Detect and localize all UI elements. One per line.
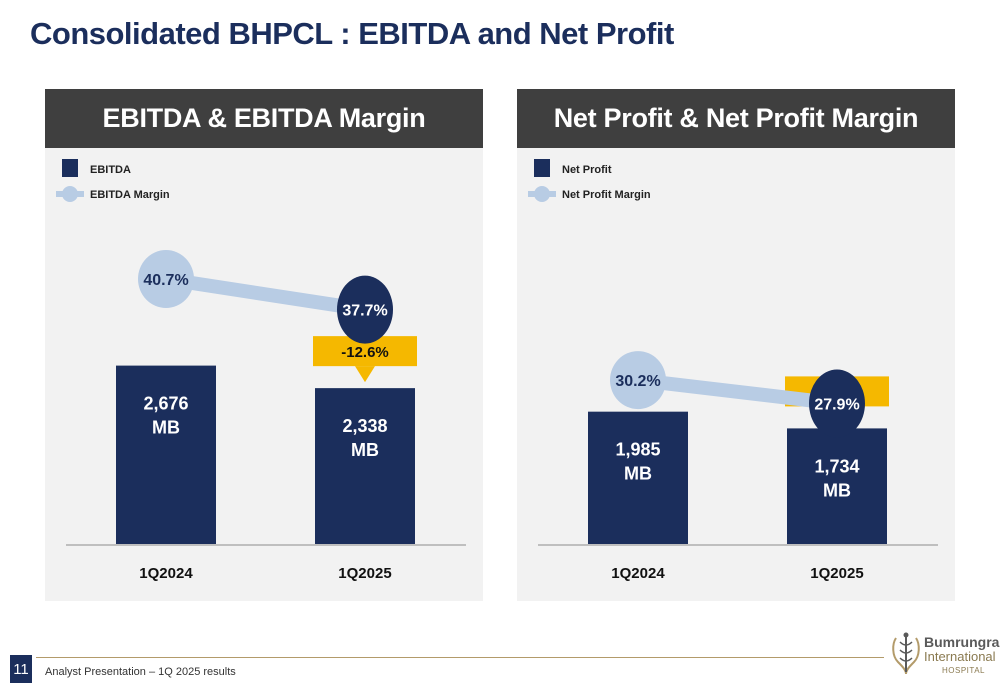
legend-swatch-bar [62,159,78,177]
ebitda-chart-title: EBITDA & EBITDA Margin [45,89,483,148]
logo-text-bumrungrad: Bumrungrad [924,634,1000,650]
legend-swatch-bar [534,159,550,177]
x-tick-label: 1Q2025 [338,565,391,582]
ebitda-chart-panel: EBITDA & EBITDA Margin EBITDA EBITDA Marg… [45,89,483,601]
bar-unit-label: MB [624,464,652,484]
margin-line [637,373,838,411]
legend-swatch-dot [534,186,550,202]
legend-label-line: EBITDA Margin [90,189,170,201]
bar-value-label: 1,734 [814,456,859,476]
legend-label-bar: EBITDA [90,164,131,176]
margin-value-label: 40.7% [143,272,188,289]
footer-divider [36,657,884,658]
bar-1q2025 [315,388,415,544]
page-title: Consolidated BHPCL : EBITDA and Net Prof… [30,16,674,51]
net-profit-chart-title: Net Profit & Net Profit Margin [517,89,955,148]
x-tick-label: 1Q2025 [810,565,863,582]
margin-point-1q2024 [610,351,666,410]
bar-value-label: 2,338 [342,416,387,436]
net-profit-chart-panel: Net Profit & Net Profit Margin Net Profi… [517,89,955,601]
margin-line [164,272,367,317]
bar-value-label: 1,985 [615,440,660,460]
bar-unit-label: MB [152,418,180,438]
legend-label-bar: Net Profit [562,164,612,176]
bar-unit-label: MB [351,440,379,460]
margin-value-label: 30.2% [615,373,660,390]
x-tick-label: 1Q2024 [611,565,665,582]
bar-value-label: 2,676 [143,394,188,414]
x-tick-label: 1Q2024 [139,565,193,582]
change-arrow-icon [355,366,375,383]
margin-point-1q2024 [138,250,194,308]
net-profit-chart: Net Profit Net Profit Margin 1,985 MB 1Q2024… [528,159,938,582]
bar-1q2024 [588,411,688,544]
change-badge-label: -12.6% [341,344,389,361]
hospital-logo: Bumrungrad International HOSPITAL [890,630,1000,682]
margin-point-1q2025 [337,275,393,344]
margin-value-label: 27.9% [814,397,859,414]
legend-label-line: Net Profit Margin [562,189,651,201]
page-number: 11 [10,655,32,683]
logo-text-international: International [924,649,996,664]
margin-point-1q2025 [809,369,865,438]
bar-unit-label: MB [823,480,851,500]
logo-text-hospital: HOSPITAL [942,666,985,675]
bar-1q2024 [116,365,216,544]
margin-value-label: 37.7% [342,303,387,320]
footer-text: Analyst Presentation – 1Q 2025 results [45,666,236,678]
bar-1q2025 [787,428,887,544]
ebitda-chart: EBITDA EBITDA Margin 2,676 MB 1Q2024 2,338 MB 1… [56,159,466,582]
legend-swatch-dot [62,186,78,202]
caduceus-icon [892,632,920,675]
